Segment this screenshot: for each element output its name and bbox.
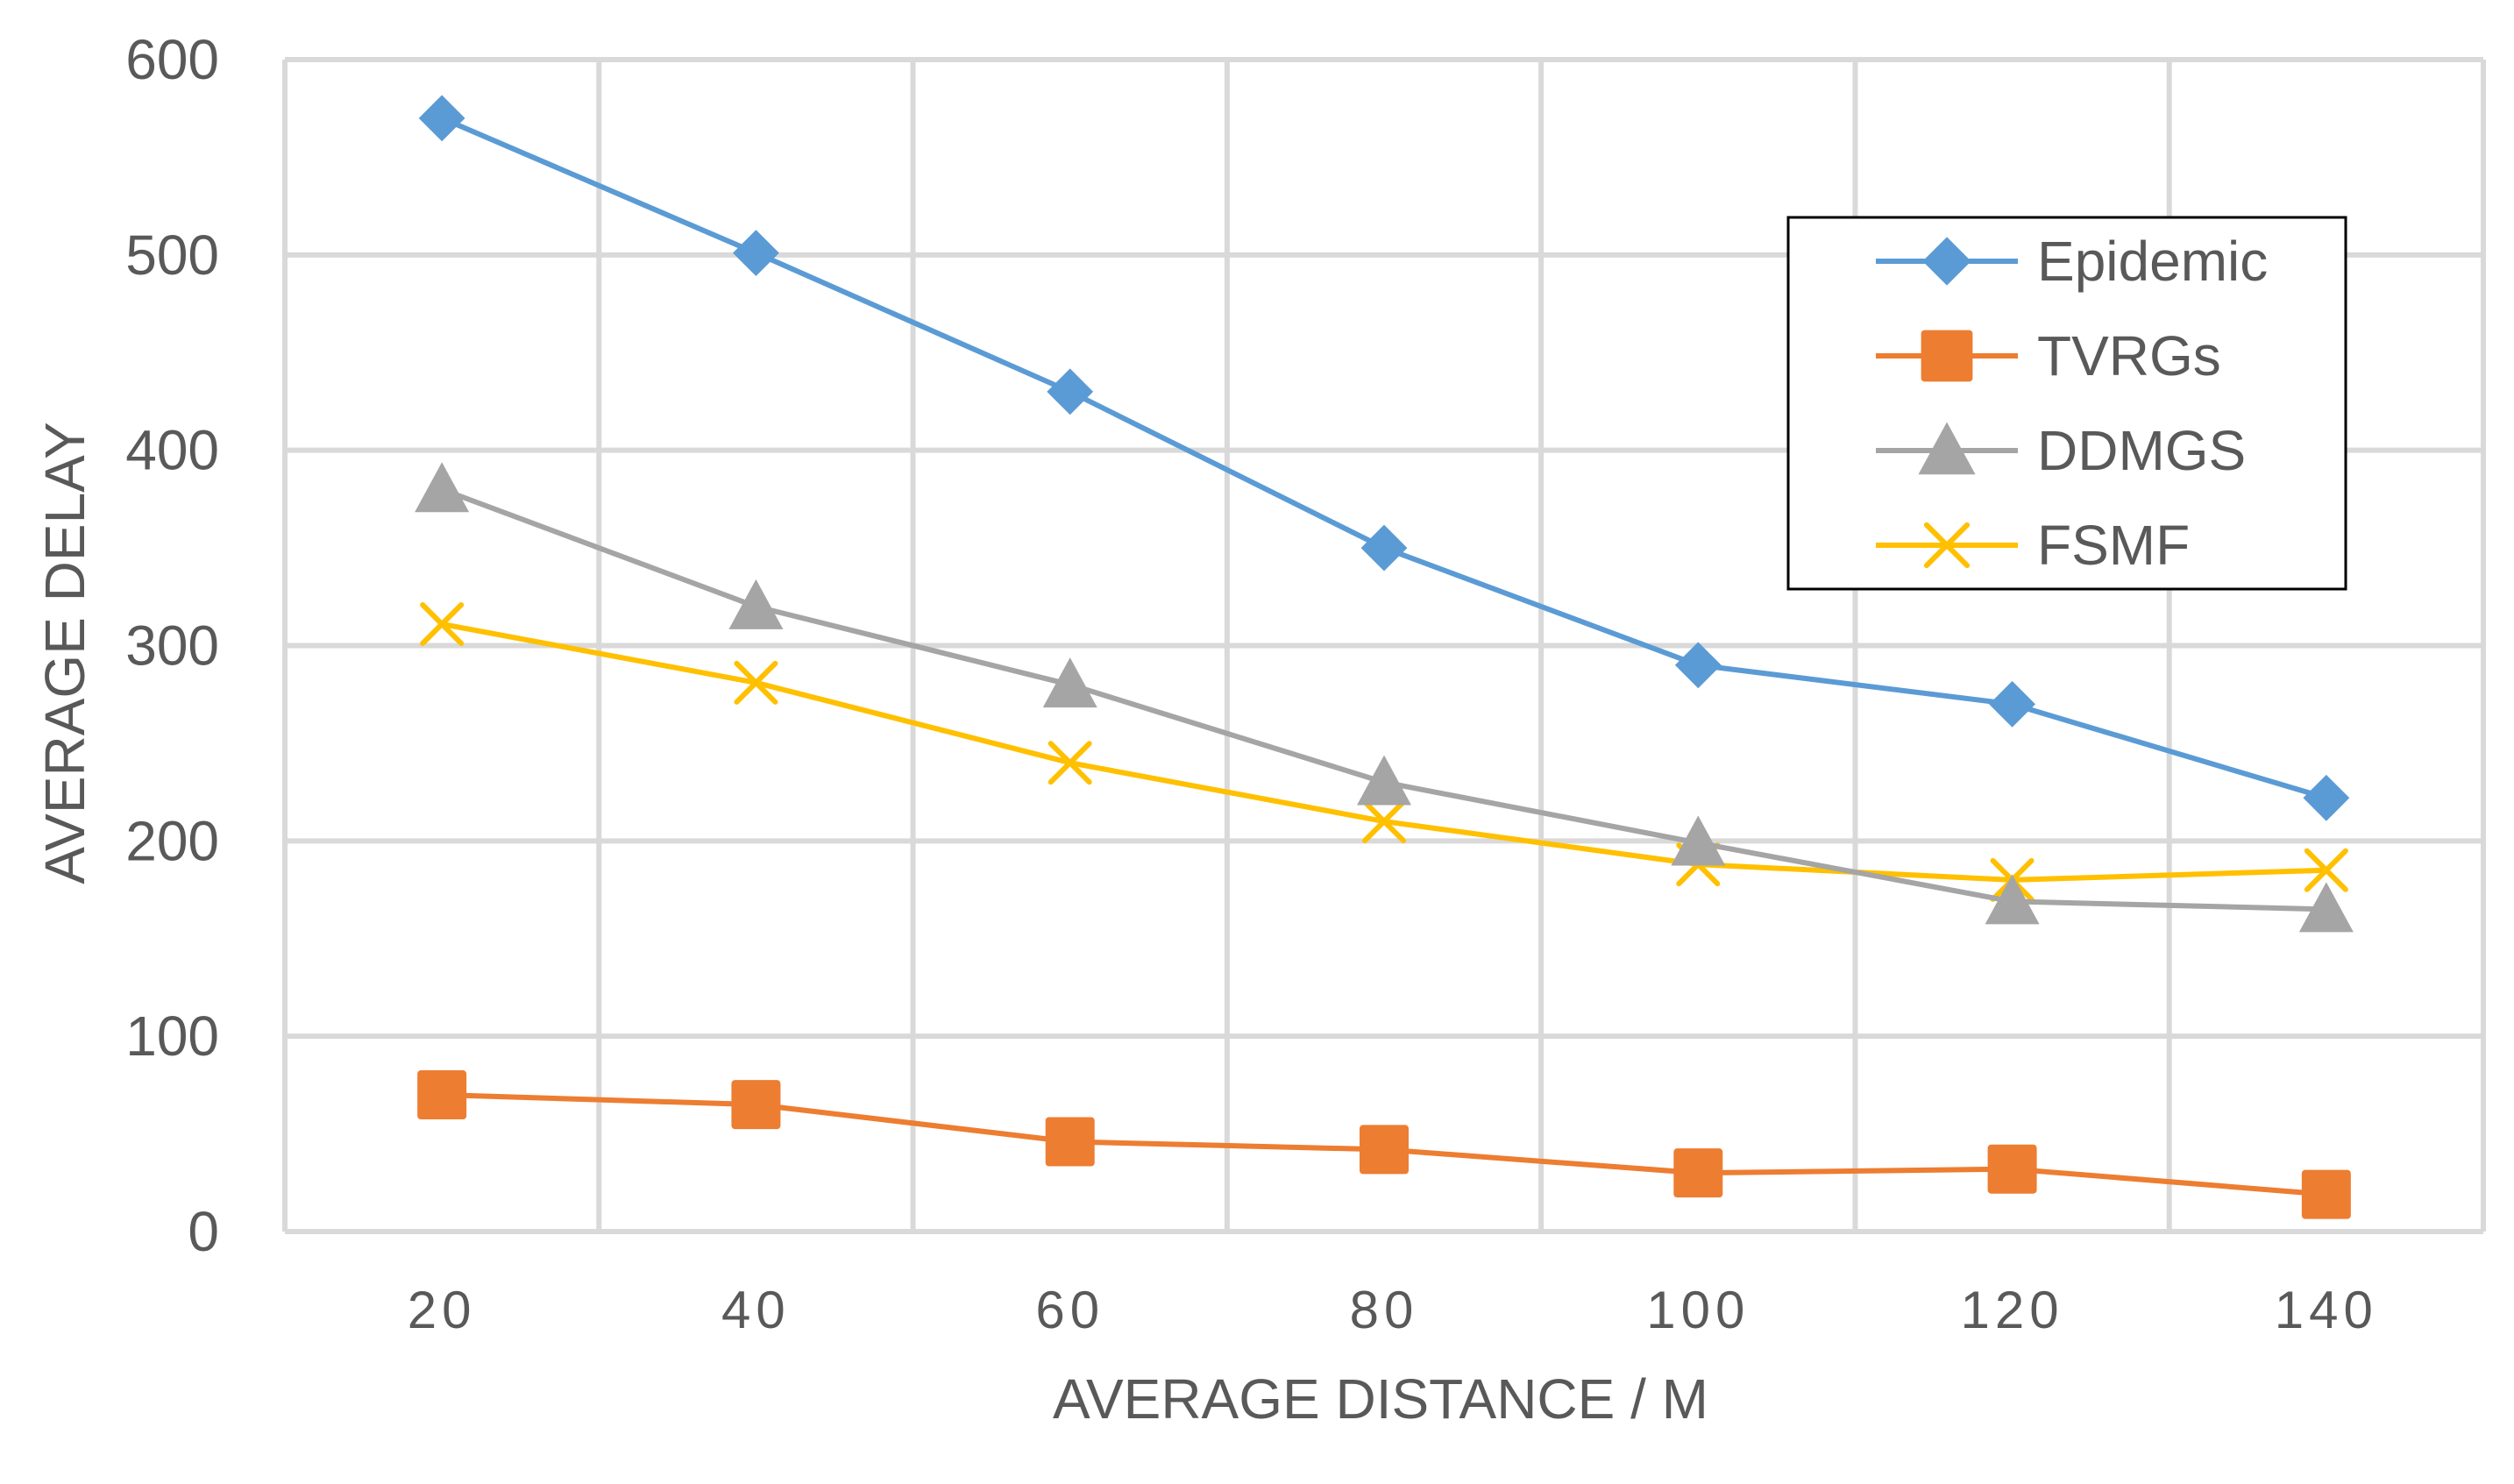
x-tick-label: 20: [408, 1281, 477, 1339]
legend-box: [1786, 216, 2347, 591]
x-tick-label: 60: [1035, 1281, 1104, 1339]
series-layer: [415, 95, 2354, 1219]
legend: Epidemic TVRGs DDMGS FSMF: [1786, 216, 2347, 591]
legend-item-tvrgs: TVRGs: [1876, 324, 2221, 387]
legend-label-fsmf: FSMF: [2037, 514, 2190, 577]
data-point-epidemic: [1674, 642, 1722, 689]
y-tick-label: 300: [125, 614, 219, 678]
data-point-ddmgs: [1042, 657, 1097, 708]
legend-item-epidemic: Epidemic: [1876, 230, 2268, 293]
data-point-epidemic: [1989, 680, 2035, 728]
data-point-tvrgs: [731, 1080, 781, 1130]
x-tick-label: 140: [2275, 1281, 2378, 1339]
y-tick-label: 400: [125, 419, 219, 482]
y-tick-label: 100: [125, 1005, 219, 1068]
legend-item-fsmf: FSMF: [1876, 514, 2190, 577]
y-tick-label: 0: [188, 1200, 219, 1263]
data-point-epidemic: [2303, 774, 2350, 821]
data-point-fsmf: [2304, 848, 2348, 892]
series-ddmgs: [415, 462, 2354, 933]
data-point-tvrgs: [1045, 1117, 1095, 1167]
legend-label-ddmgs: DDMGS: [2037, 419, 2246, 482]
legend-marker-fsmf: [1923, 522, 1971, 569]
y-tick-label: 200: [125, 809, 219, 872]
y-axis-label: AVERAGE DELAY: [33, 422, 96, 884]
y-tick-label: 500: [125, 224, 219, 287]
data-point-tvrgs: [417, 1070, 467, 1120]
data-point-fsmf: [1048, 741, 1092, 785]
legend-marker-tvrgs: [1921, 330, 1973, 382]
data-point-tvrgs: [1987, 1144, 2037, 1194]
x-tick-label: 100: [1646, 1281, 1750, 1339]
data-point-epidemic: [418, 95, 465, 142]
legend-marker-epidemic: [1922, 237, 1971, 286]
series-fsmf: [420, 601, 2348, 902]
series-epidemic: [418, 95, 2350, 821]
data-point-tvrgs: [1673, 1148, 1723, 1198]
data-point-ddmgs: [1985, 874, 2040, 925]
data-point-fsmf: [1362, 799, 1406, 844]
data-point-tvrgs: [2301, 1169, 2351, 1219]
data-point-fsmf: [420, 601, 465, 646]
x-tick-label: 120: [1961, 1281, 2064, 1339]
data-point-epidemic: [1047, 368, 1094, 415]
series-tvrgs: [417, 1070, 2351, 1219]
data-point-tvrgs: [1360, 1125, 1409, 1175]
x-tick-label: 80: [1350, 1281, 1419, 1339]
legend-label-tvrgs: TVRGs: [2037, 324, 2221, 387]
axes: 0 100 200 300 400 500 600 20 40 60 80 100 120 140: [125, 28, 2378, 1339]
data-point-epidemic: [733, 230, 779, 277]
x-axis-label: AVERAGE DISTANCE / M: [1053, 1367, 1708, 1431]
data-point-ddmgs: [1357, 755, 1411, 806]
legend-marker-ddmgs: [1918, 422, 1976, 475]
data-point-ddmgs: [2298, 882, 2354, 933]
data-point-ddmgs: [1671, 815, 1726, 866]
data-point-epidemic: [1360, 524, 1408, 572]
y-tick-label: 600: [125, 28, 219, 91]
legend-item-ddmgs: DDMGS: [1876, 419, 2246, 482]
data-point-fsmf: [734, 660, 778, 705]
legend-label-epidemic: Epidemic: [2037, 230, 2268, 293]
data-point-ddmgs: [415, 462, 470, 513]
data-point-ddmgs: [728, 579, 784, 629]
x-tick-label: 40: [721, 1281, 791, 1339]
